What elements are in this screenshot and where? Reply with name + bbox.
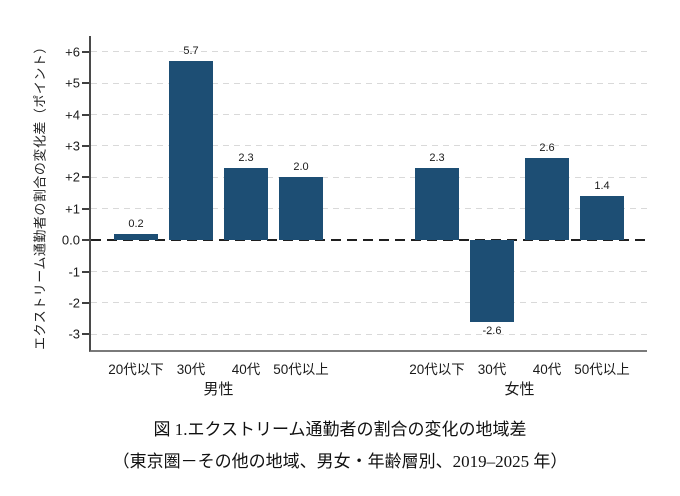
y-tick-label: -3: [68, 326, 80, 342]
bar: [279, 177, 323, 241]
bar: [114, 233, 158, 241]
bar-value-label: -2.6: [482, 324, 502, 337]
y-tick-label: +4: [65, 107, 80, 122]
bar-value-label: 5.7: [183, 45, 199, 58]
y-tick-label: +3: [65, 138, 80, 154]
bar: [525, 158, 569, 241]
figure-caption-line1: 図 1.エクストリーム通勤者の割合の変化の地域差: [153, 420, 527, 439]
bar: [224, 167, 268, 241]
bar: [470, 240, 514, 322]
y-tick-label: +6: [65, 44, 80, 60]
bar: [415, 167, 459, 241]
x-category-label: 20代以下: [108, 362, 164, 377]
y-tick-label: +1: [65, 201, 80, 217]
x-category-label: 30代: [176, 362, 206, 377]
y-tick-mark: [82, 82, 89, 85]
gridline: [91, 51, 647, 53]
gridline: [91, 145, 647, 147]
gridline: [91, 176, 647, 178]
plot-area: +6 +5 +4 +3 +2 +1 0.0 -1 -2 -3 0.2 20代以下 5.7 30代 2.3 40…: [62, 36, 647, 398]
y-tick-label: -2: [68, 295, 80, 311]
bar-value-label: 2.3: [238, 151, 254, 164]
gridline: [91, 82, 647, 84]
bar: [169, 61, 213, 241]
y-tick-label: +2: [65, 169, 80, 185]
bar-value-label: 2.3: [429, 151, 445, 164]
y-axis-title: エクストリーム通勤者の割合の変化差（ポイント）: [32, 40, 48, 350]
bar-value-label: 1.4: [594, 180, 610, 193]
x-category-label: 40代: [532, 362, 562, 377]
bar-value-label: 2.6: [539, 142, 555, 155]
x-category-label: 40代: [231, 362, 261, 377]
x-category-label: 50代以上: [574, 362, 630, 377]
zero-line: [91, 239, 647, 242]
y-tick-label: -1: [68, 264, 80, 279]
x-group-label: 女性: [504, 381, 535, 398]
gridline: [91, 271, 647, 272]
gridline: [91, 208, 647, 210]
y-tick-mark: [82, 301, 89, 304]
bar: [580, 196, 624, 241]
bar-value-label: 0.2: [128, 217, 144, 230]
y-tick-label: +5: [65, 75, 80, 91]
y-tick-mark: [82, 207, 89, 210]
y-tick-mark: [82, 239, 89, 242]
gridline: [91, 114, 647, 115]
y-tick-mark: [82, 50, 89, 53]
y-tick-label: 0.0: [61, 232, 80, 248]
y-tick-mark: [82, 270, 89, 273]
gridline: [91, 333, 647, 335]
gridline: [91, 302, 647, 304]
figure-caption-line2: （東京圏－その他の地域、男女・年齢層別、2019–2025 年）: [112, 452, 568, 471]
y-tick-mark: [82, 333, 89, 336]
x-category-label: 30代: [477, 362, 507, 377]
y-tick-mark: [82, 113, 89, 116]
x-category-label: 50代以上: [273, 362, 329, 377]
x-group-label: 男性: [203, 381, 234, 398]
figure-caption: 図 1.エクストリーム通勤者の割合の変化の地域差 （東京圏－その他の地域、男女・…: [0, 414, 680, 478]
x-category-label: 20代以下: [409, 362, 465, 377]
bar-value-label: 2.0: [293, 161, 309, 174]
y-tick-mark: [82, 144, 89, 147]
y-tick-mark: [82, 176, 89, 179]
